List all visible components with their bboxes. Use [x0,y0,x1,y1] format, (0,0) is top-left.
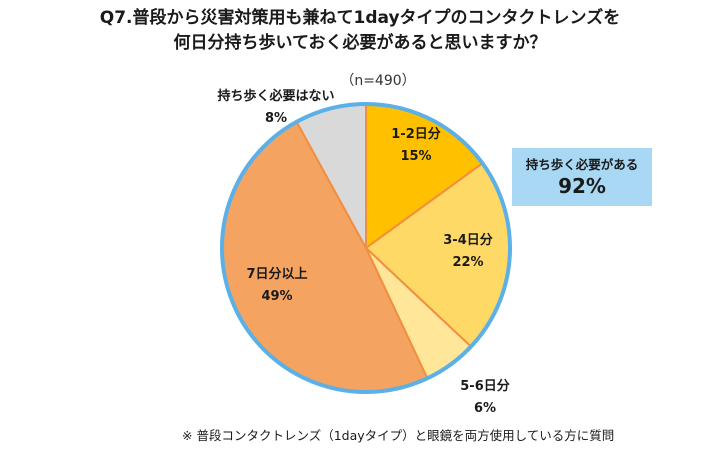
chart-title-line-2: 何日分持ち歩いておく必要があると思いますか？ [173,33,547,53]
slice-value-text: 6% [473,401,497,416]
callout-value: 92% [558,174,606,198]
slice-label-5-6-days: 5-6日分 6% [450,376,520,420]
slice-label-1-2-days: 1-2日分 15% [378,124,454,168]
callout-label: 持ち歩く必要がある [525,157,639,172]
slice-label-text: 7日分以上 [246,267,308,282]
total-need-callout: 持ち歩く必要がある 92% [512,148,652,206]
chart-title: Q7.普段から災害対策用も兼ねて1dayタイプのコンタクトレンズを 何日分持ち歩… [0,6,720,56]
slice-label-text: 1-2日分 [391,127,441,142]
sample-size-label: （n=490） [340,73,416,89]
slice-value-text: 49% [261,289,293,304]
footnote: ※ 普段コンタクトレンズ（1dayタイプ）と眼鏡を両方使用している方に質問 [182,428,615,443]
slice-value-text: 8% [264,111,288,126]
slice-label-text: 3-4日分 [443,233,493,248]
slice-label-text: 持ち歩く必要はない [217,89,335,104]
slice-label-3-4-days: 3-4日分 22% [428,230,508,274]
slice-label-7-plus-days: 7日分以上 49% [232,264,322,308]
chart-title-line-1: Q7.普段から災害対策用も兼ねて1dayタイプのコンタクトレンズを [99,8,621,28]
slice-label-text: 5-6日分 [460,379,510,394]
slice-label-not-needed: 持ち歩く必要はない 8% [206,86,346,130]
slice-value-text: 22% [452,255,484,270]
pie-outline [220,102,512,394]
slice-value-text: 15% [400,149,432,164]
